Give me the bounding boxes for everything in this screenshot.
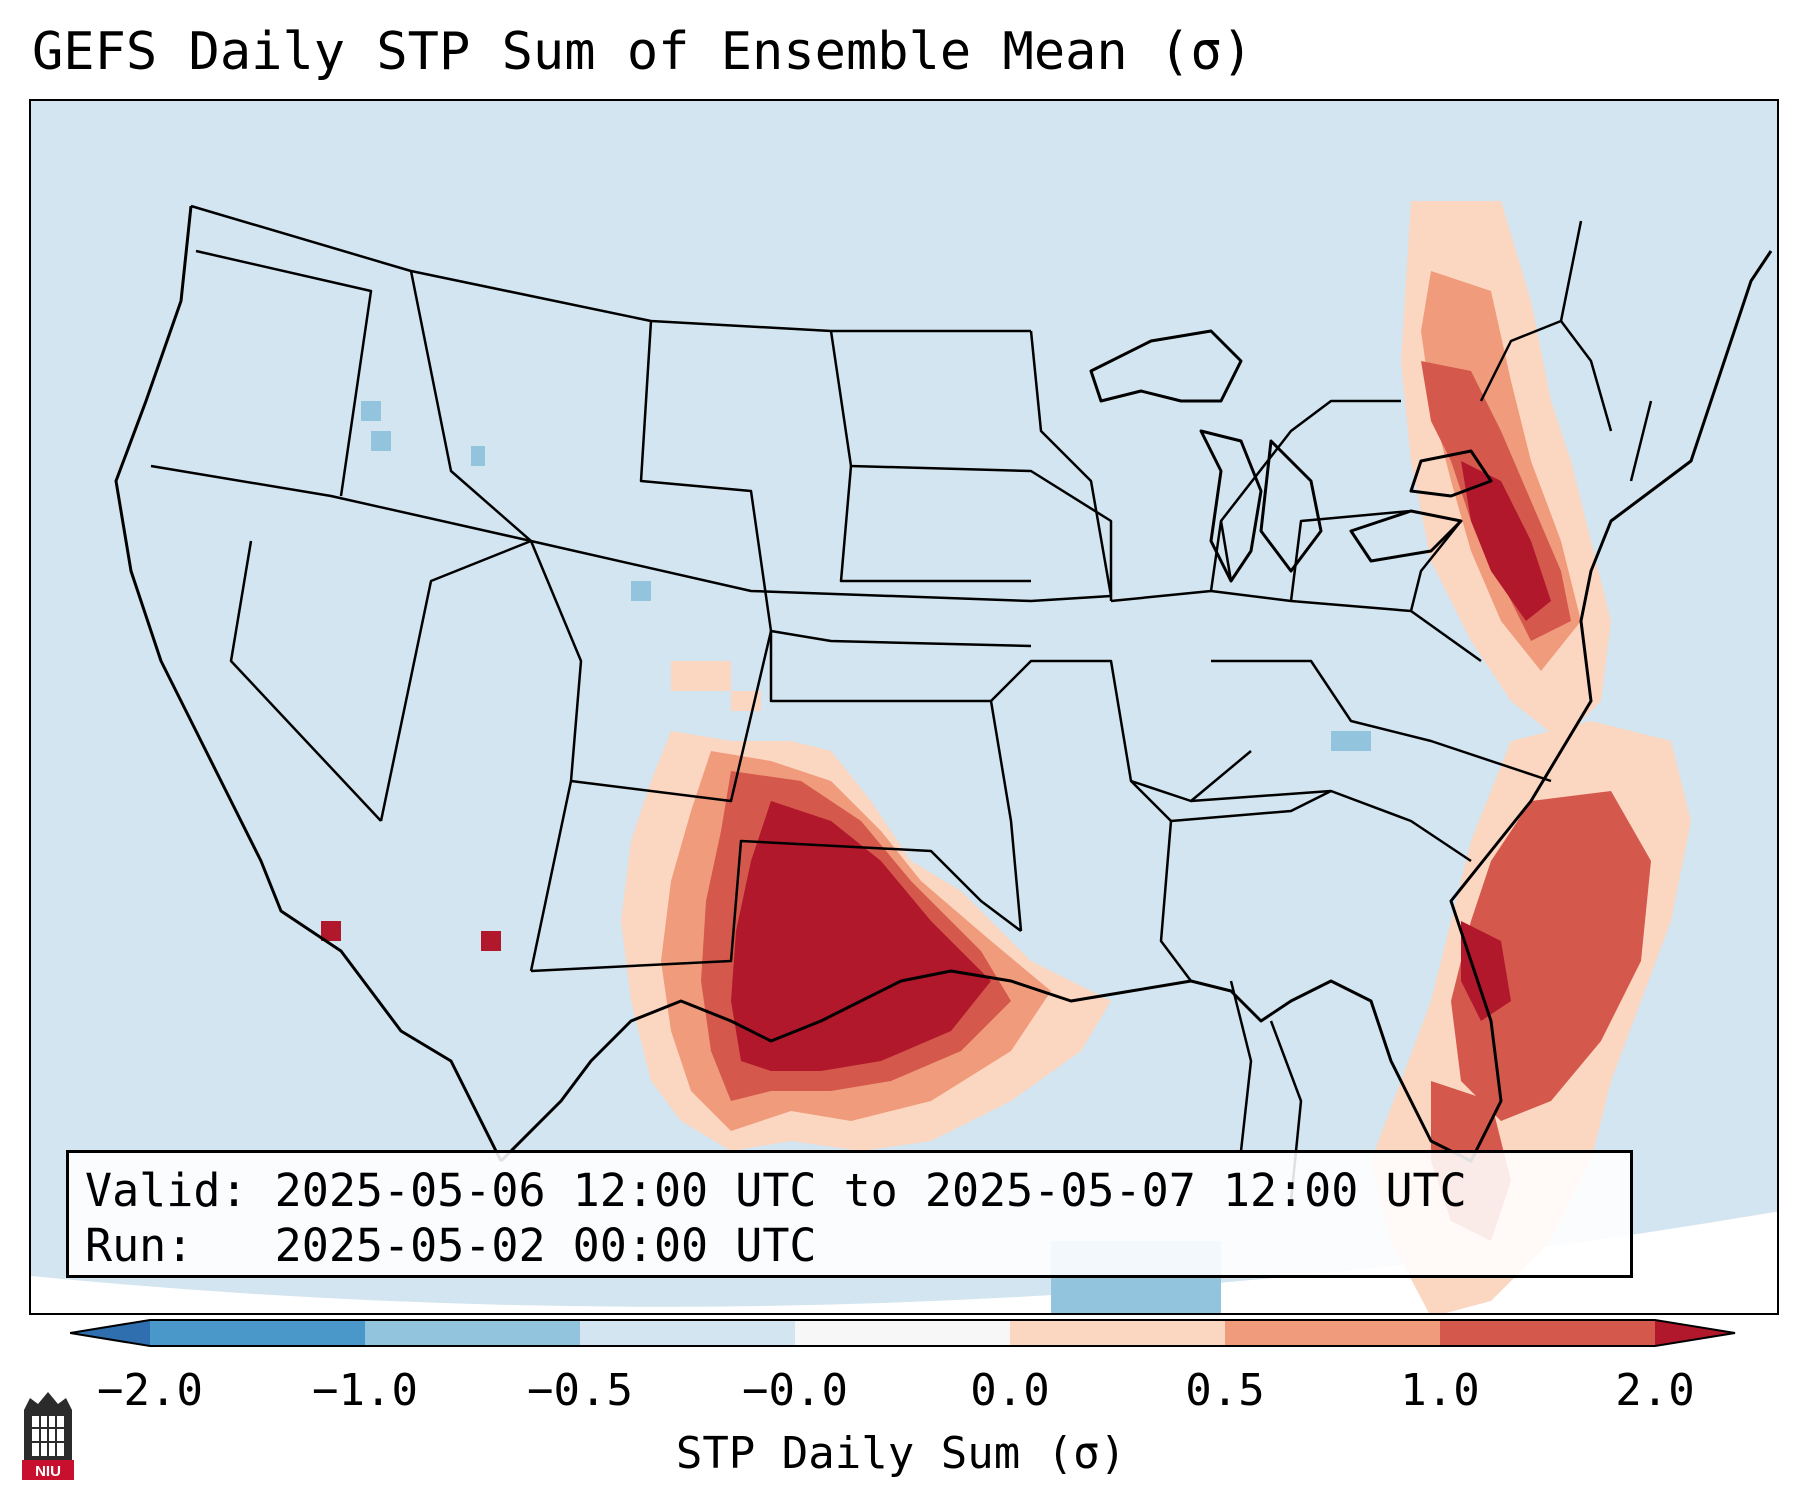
colorbar-bin-1-2 (1440, 1320, 1655, 1346)
colorbar (70, 1319, 1736, 1347)
map-canvas (31, 101, 1777, 1313)
colorbar-tick-label: 1.0 (1400, 1365, 1480, 1416)
niu-logo: NIU (22, 1392, 74, 1480)
colorbar-bin-neg1-neg05 (365, 1320, 580, 1346)
colorbar-tick-label: 0.5 (1185, 1365, 1265, 1416)
run-time: 2025-05-02 00:00 UTC (274, 1219, 817, 1272)
colorbar-bin-neg05-neg0 (580, 1320, 795, 1346)
colorbar-label: STP Daily Sum (σ) (675, 1428, 1127, 1479)
colorbar-tick-label: −2.0 (97, 1365, 203, 1416)
colorbar-tick-label: −0.0 (742, 1365, 848, 1416)
colorbar-tick-label: −1.0 (312, 1365, 418, 1416)
valid-time-range: 2025-05-06 12:00 UTC to 2025-05-07 12:00… (274, 1164, 1467, 1217)
run-label: Run: (85, 1219, 194, 1272)
valid-run-infobox: Valid: 2025-05-06 12:00 UTC to 2025-05-0… (66, 1150, 1633, 1278)
state-boundaries (150, 204, 1653, 1202)
anomaly-field-northeast (1401, 201, 1611, 741)
colorbar-under-arrow (70, 1320, 150, 1346)
colorbar-tick-label: 0.0 (970, 1365, 1050, 1416)
map-title: GEFS Daily STP Sum of Ensemble Mean (σ) (32, 22, 1253, 82)
colorbar-bin-neg0-0 (795, 1320, 1010, 1346)
map-panel (29, 99, 1779, 1315)
colorbar-tick-label: 2.0 (1615, 1365, 1695, 1416)
colorbar-tick-label: −0.5 (527, 1365, 633, 1416)
coastline (114, 205, 1773, 1163)
colorbar-bin-05-1 (1225, 1320, 1440, 1346)
logo-text: NIU (35, 1463, 61, 1480)
colorbar-bin-0-05 (1010, 1320, 1225, 1346)
colorbar-over-arrow (1655, 1320, 1735, 1346)
map-edge-white (31, 1211, 1777, 1313)
colorbar-bin-neg2-neg1 (150, 1320, 365, 1346)
valid-label: Valid: (85, 1164, 248, 1217)
